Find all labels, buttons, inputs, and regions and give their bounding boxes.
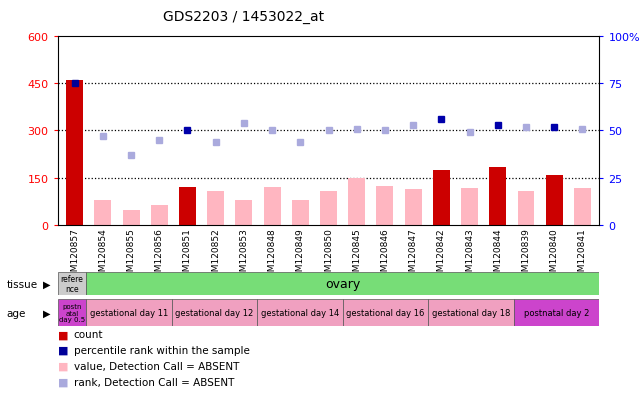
Bar [545,176,563,225]
Text: ■: ■ [58,361,68,371]
Bar [574,188,591,225]
Text: postn
atal
day 0.5: postn atal day 0.5 [59,304,85,322]
Bar [122,210,140,225]
Text: postnatal day 2: postnatal day 2 [524,309,589,317]
Text: age: age [6,308,26,318]
Bar [514,299,599,326]
Text: gestational day 18: gestational day 18 [432,309,510,317]
Bar [207,191,224,225]
Bar [66,81,83,225]
Text: refere
nce: refere nce [60,274,83,294]
Text: gestational day 16: gestational day 16 [346,309,425,317]
Bar [172,299,257,326]
Bar [86,299,172,326]
Bar [292,201,309,225]
Bar [263,188,281,225]
Bar [428,299,514,326]
Bar [404,189,422,225]
Bar [348,179,365,225]
Text: ■: ■ [58,345,68,355]
Bar [257,299,343,326]
Bar [517,191,535,225]
Text: gestational day 12: gestational day 12 [176,309,254,317]
Text: percentile rank within the sample: percentile rank within the sample [74,345,249,355]
Bar [151,205,168,225]
Text: gestational day 11: gestational day 11 [90,309,168,317]
Text: gestational day 14: gestational day 14 [261,309,339,317]
Text: tissue: tissue [6,279,38,289]
Text: rank, Detection Call = ABSENT: rank, Detection Call = ABSENT [74,377,234,387]
Text: GDS2203 / 1453022_at: GDS2203 / 1453022_at [163,10,324,24]
Text: count: count [74,330,103,339]
Bar [58,299,86,326]
Bar [235,201,253,225]
Bar [433,170,450,225]
Bar [489,167,506,225]
Text: ■: ■ [58,377,68,387]
Text: ovary: ovary [325,278,360,290]
Text: ■: ■ [58,330,68,339]
Bar [320,191,337,225]
Bar [343,299,428,326]
Bar [58,273,86,295]
Bar [179,188,196,225]
Bar [94,201,112,225]
Text: ▶: ▶ [43,279,51,289]
Text: value, Detection Call = ABSENT: value, Detection Call = ABSENT [74,361,239,371]
Bar [376,187,394,225]
Bar [461,188,478,225]
Text: ▶: ▶ [43,308,51,318]
